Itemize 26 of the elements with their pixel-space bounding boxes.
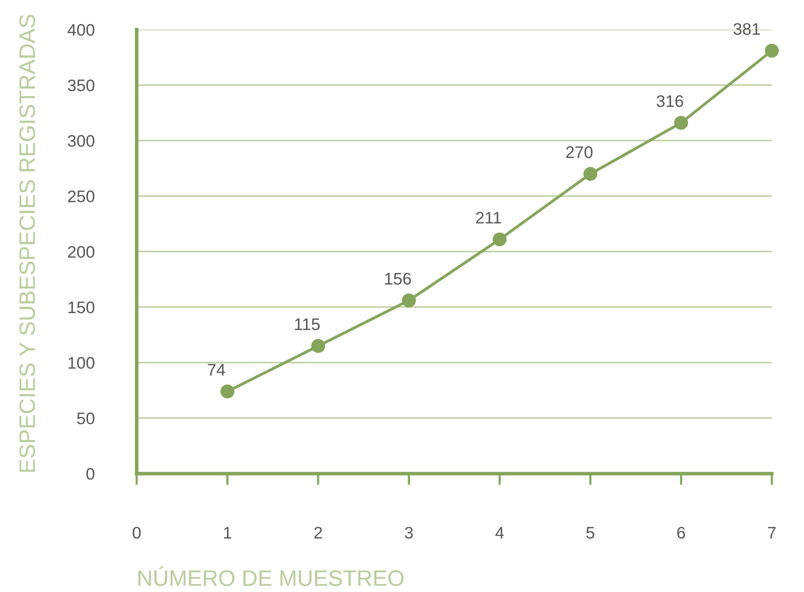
y-tick-label: 200 (68, 246, 94, 258)
x-tick-label: 4 (495, 526, 504, 538)
data-label: 381 (734, 23, 760, 35)
y-tick-label: 50 (77, 412, 94, 424)
x-tick-label: 1 (224, 526, 232, 538)
y-axis-title: ESPECIES Y SUBESPECIES REGISTRADAS (19, 14, 36, 472)
data-label: 211 (476, 212, 501, 224)
x-axis-title: NÚMERO DE MUESTREO (138, 566, 404, 586)
x-tick-label: 0 (132, 526, 141, 539)
data-label: 270 (566, 146, 593, 158)
x-tick-label: 3 (404, 526, 413, 539)
y-tick-label: 250 (68, 190, 94, 202)
y-tick-label: 100 (68, 357, 94, 369)
x-tick-label: 6 (677, 526, 686, 539)
y-tick-label: 400 (68, 24, 94, 36)
x-tick-label: 7 (768, 526, 776, 538)
y-tick-label: 0 (86, 468, 94, 480)
x-tick-label: 5 (586, 526, 594, 539)
x-tick-label: 2 (314, 526, 322, 538)
y-tick-label: 300 (68, 135, 94, 147)
data-label: 74 (208, 364, 226, 376)
y-tick-label: 350 (68, 80, 94, 92)
data-label: 316 (656, 95, 684, 108)
data-label: 156 (385, 272, 411, 285)
y-tick-label: 150 (68, 302, 94, 314)
data-label: 115 (295, 318, 320, 330)
